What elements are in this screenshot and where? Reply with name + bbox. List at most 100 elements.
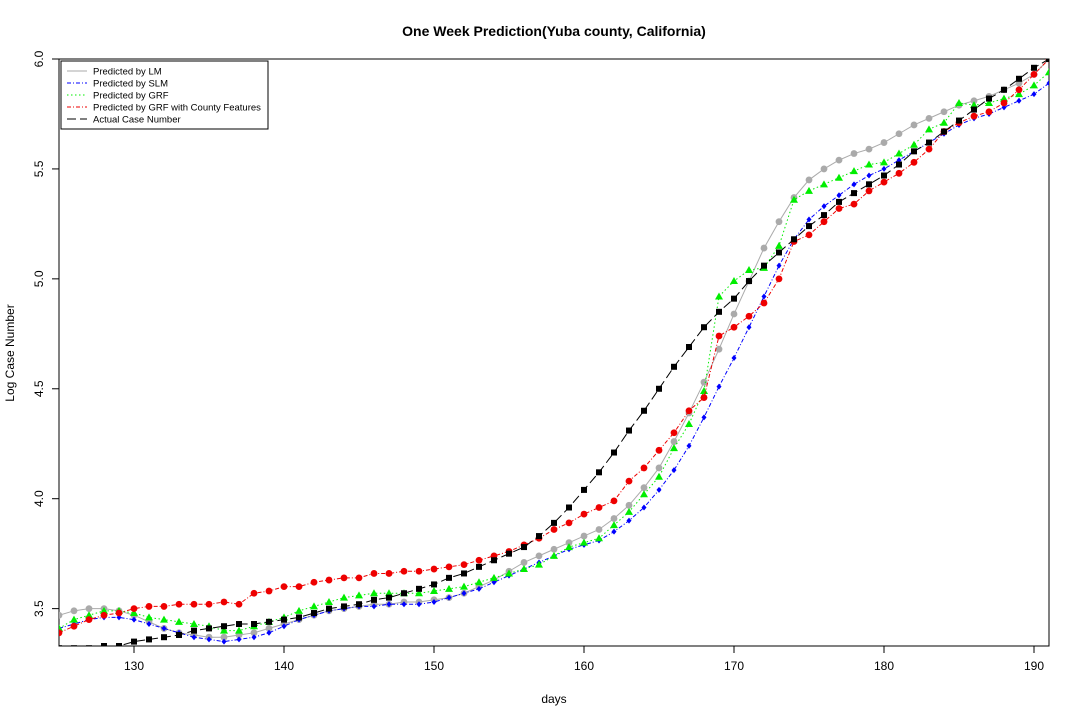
data-point	[461, 570, 467, 577]
data-point	[550, 551, 558, 559]
data-point	[356, 601, 362, 608]
x-axis-label: days	[541, 692, 566, 706]
data-point	[190, 620, 198, 628]
data-point	[535, 560, 543, 568]
data-point	[401, 601, 407, 608]
data-point	[910, 121, 918, 129]
data-point	[971, 106, 977, 113]
data-point	[505, 569, 513, 577]
data-point	[130, 605, 138, 613]
data-point	[86, 645, 92, 646]
data-point	[385, 570, 393, 577]
data-point	[776, 262, 782, 269]
x-tick-label: 130	[124, 659, 144, 673]
data-point	[266, 618, 272, 625]
data-point	[341, 603, 347, 610]
data-point	[580, 538, 588, 546]
data-point	[1016, 97, 1022, 104]
series-0	[59, 59, 1049, 641]
data-point	[1000, 94, 1008, 102]
data-point	[625, 507, 633, 515]
x-tick-label: 140	[274, 659, 294, 673]
data-point	[641, 407, 647, 414]
data-point	[340, 593, 348, 601]
data-point	[296, 614, 302, 621]
y-axis-label: Log Case Number	[3, 304, 17, 401]
data-point	[565, 539, 573, 547]
data-point	[986, 95, 992, 102]
data-point	[835, 205, 843, 212]
data-point	[941, 128, 947, 135]
data-point	[610, 497, 618, 505]
data-point	[880, 139, 888, 146]
data-point	[460, 582, 468, 590]
data-point	[640, 464, 648, 472]
data-point	[730, 277, 738, 285]
data-point	[821, 203, 827, 210]
data-point	[355, 591, 363, 599]
data-point	[370, 570, 378, 577]
data-point	[820, 218, 828, 226]
data-point	[220, 633, 228, 641]
data-point	[565, 543, 573, 551]
data-point	[610, 521, 618, 529]
data-point	[59, 611, 63, 619]
data-point	[101, 643, 107, 646]
data-point	[835, 173, 843, 181]
data-point	[910, 140, 918, 148]
data-point	[59, 629, 63, 637]
data-point	[325, 576, 333, 584]
data-point	[835, 156, 843, 164]
data-point	[850, 150, 858, 157]
data-point	[175, 617, 183, 625]
data-point	[131, 616, 137, 623]
data-point	[70, 607, 78, 615]
data-point	[955, 98, 963, 106]
data-point	[775, 218, 783, 226]
data-point	[431, 599, 437, 606]
x-tick-label: 160	[574, 659, 594, 673]
data-point	[730, 310, 738, 318]
data-point	[221, 638, 227, 645]
data-point	[866, 172, 872, 179]
data-point	[1015, 86, 1023, 94]
series-4	[59, 59, 1049, 646]
data-point	[251, 634, 257, 641]
data-point	[401, 590, 407, 597]
data-point	[881, 172, 887, 179]
data-point	[821, 212, 827, 219]
data-point	[1046, 59, 1049, 62]
data-point	[655, 446, 663, 454]
data-point	[910, 158, 918, 166]
data-point	[100, 611, 108, 619]
data-point	[851, 181, 857, 188]
data-point	[520, 559, 528, 566]
data-point	[911, 148, 917, 155]
data-point	[386, 601, 392, 608]
data-point	[626, 517, 632, 524]
data-point	[59, 645, 62, 646]
data-point	[145, 603, 153, 610]
data-point	[415, 589, 423, 597]
data-point	[206, 625, 212, 632]
data-point	[791, 236, 797, 243]
data-point	[895, 130, 903, 138]
data-point	[686, 442, 692, 449]
data-point	[625, 501, 633, 509]
x-tick-label: 190	[1024, 659, 1044, 673]
data-point	[715, 345, 723, 353]
data-point	[970, 112, 978, 120]
data-point	[371, 603, 377, 610]
data-point	[430, 587, 438, 595]
data-point	[850, 200, 858, 208]
data-point	[985, 98, 993, 106]
data-point	[820, 180, 828, 188]
data-point	[520, 565, 528, 573]
data-point	[640, 484, 648, 492]
data-point	[145, 613, 153, 621]
series-3	[59, 59, 1049, 637]
data-point	[940, 118, 948, 126]
y-tick-label: 4.5	[32, 380, 46, 397]
data-point	[836, 198, 842, 205]
data-point	[656, 385, 662, 392]
